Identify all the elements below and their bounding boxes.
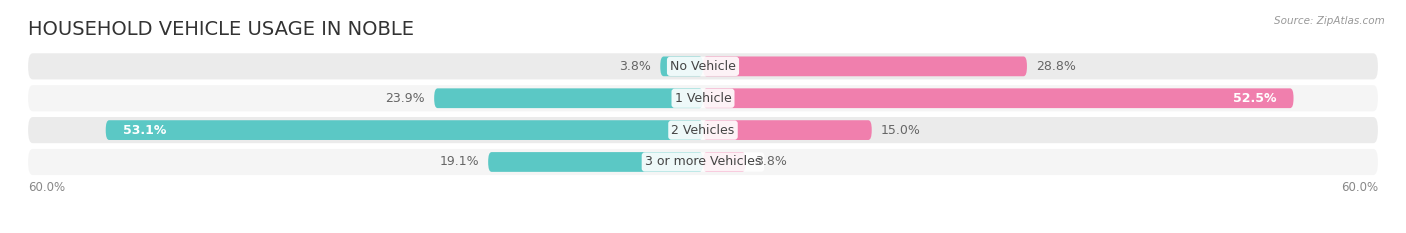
Text: 3.8%: 3.8% — [620, 60, 651, 73]
FancyBboxPatch shape — [703, 56, 1026, 76]
Text: 19.1%: 19.1% — [440, 155, 479, 168]
FancyBboxPatch shape — [703, 152, 745, 172]
FancyBboxPatch shape — [703, 88, 1294, 108]
Text: 3 or more Vehicles: 3 or more Vehicles — [645, 155, 761, 168]
Text: 60.0%: 60.0% — [28, 181, 65, 194]
Text: Source: ZipAtlas.com: Source: ZipAtlas.com — [1274, 16, 1385, 26]
FancyBboxPatch shape — [28, 149, 1378, 175]
FancyBboxPatch shape — [661, 56, 703, 76]
Text: 3.8%: 3.8% — [755, 155, 786, 168]
FancyBboxPatch shape — [434, 88, 703, 108]
FancyBboxPatch shape — [488, 152, 703, 172]
Text: 2 Vehicles: 2 Vehicles — [672, 123, 734, 137]
FancyBboxPatch shape — [28, 85, 1378, 111]
FancyBboxPatch shape — [28, 117, 1378, 143]
FancyBboxPatch shape — [105, 120, 703, 140]
Text: 52.5%: 52.5% — [1233, 92, 1277, 105]
Text: 15.0%: 15.0% — [880, 123, 921, 137]
FancyBboxPatch shape — [28, 53, 1378, 79]
Text: 28.8%: 28.8% — [1036, 60, 1076, 73]
Text: No Vehicle: No Vehicle — [671, 60, 735, 73]
Legend: Owner-occupied, Renter-occupied: Owner-occupied, Renter-occupied — [575, 230, 831, 233]
Text: 1 Vehicle: 1 Vehicle — [675, 92, 731, 105]
FancyBboxPatch shape — [703, 120, 872, 140]
Text: 60.0%: 60.0% — [1341, 181, 1378, 194]
Text: 53.1%: 53.1% — [122, 123, 166, 137]
Text: 23.9%: 23.9% — [385, 92, 425, 105]
Text: HOUSEHOLD VEHICLE USAGE IN NOBLE: HOUSEHOLD VEHICLE USAGE IN NOBLE — [28, 21, 415, 39]
